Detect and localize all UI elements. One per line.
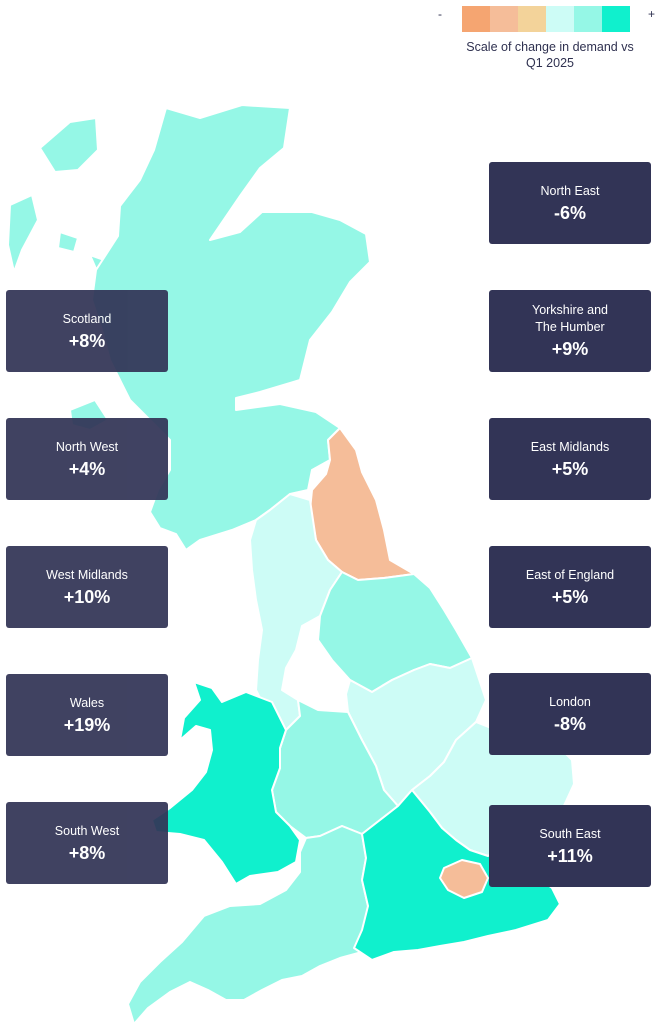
region-label-north-west: North West +4% bbox=[6, 418, 168, 500]
legend-plus-label: + bbox=[648, 7, 656, 21]
region-change-value: +8% bbox=[68, 330, 106, 351]
region-change-value: +4% bbox=[68, 458, 106, 479]
region-change-value: +5% bbox=[551, 586, 589, 607]
region-label-scotland: Scotland +8% bbox=[6, 290, 168, 372]
legend-title: Scale of change in demand vs Q1 2025 bbox=[466, 40, 634, 70]
legend-swatch-5 bbox=[574, 6, 602, 32]
region-name: East of England bbox=[525, 567, 615, 582]
map-legend: - + Scale of change in demand vs Q1 2025 bbox=[436, 3, 662, 73]
region-name: Yorkshire and The Humber bbox=[532, 303, 608, 334]
legend-minus-label: - bbox=[438, 7, 442, 21]
region-name: South East bbox=[539, 826, 601, 841]
map-region-scotland-islands bbox=[7, 117, 111, 431]
region-change-value: +19% bbox=[63, 714, 111, 735]
region-label-yorkshire: Yorkshire and The Humber +9% bbox=[489, 290, 651, 372]
region-change-value: +11% bbox=[547, 845, 593, 866]
region-name: North West bbox=[55, 439, 119, 454]
region-change-value: -6% bbox=[553, 202, 586, 223]
map-region-north-west bbox=[249, 493, 343, 731]
region-name: South West bbox=[54, 823, 120, 838]
region-change-value: +8% bbox=[68, 842, 106, 863]
region-name: West Midlands bbox=[46, 567, 128, 582]
legend-swatch-6 bbox=[602, 6, 630, 32]
region-change-value: +5% bbox=[551, 458, 589, 479]
region-name: East Midlands bbox=[530, 439, 610, 454]
region-label-south-east: South East +11% bbox=[489, 805, 651, 887]
region-name: Wales bbox=[69, 695, 105, 710]
map-region-wales bbox=[151, 681, 301, 885]
region-name: London bbox=[549, 694, 591, 709]
region-name: Scotland bbox=[62, 311, 112, 326]
region-change-value: -8% bbox=[553, 713, 586, 734]
map-region-london bbox=[439, 859, 489, 899]
region-change-value: +9% bbox=[551, 339, 589, 359]
region-label-wales: Wales +19% bbox=[6, 674, 168, 756]
region-name: North East bbox=[540, 183, 600, 198]
region-label-south-west: South West +8% bbox=[6, 802, 168, 884]
region-label-east-midlands: East Midlands +5% bbox=[489, 418, 651, 500]
region-label-london: London -8% bbox=[489, 673, 651, 755]
legend-swatch-3 bbox=[518, 6, 546, 32]
legend-swatch-2 bbox=[490, 6, 518, 32]
region-label-north-east: North East -6% bbox=[489, 162, 651, 244]
region-change-value: +10% bbox=[63, 586, 111, 607]
region-label-east-of-england: East of England +5% bbox=[489, 546, 651, 628]
region-label-west-midlands: West Midlands +10% bbox=[6, 546, 168, 628]
legend-swatch-4 bbox=[546, 6, 574, 32]
legend-color-scale bbox=[462, 6, 630, 32]
legend-swatch-1 bbox=[462, 6, 490, 32]
